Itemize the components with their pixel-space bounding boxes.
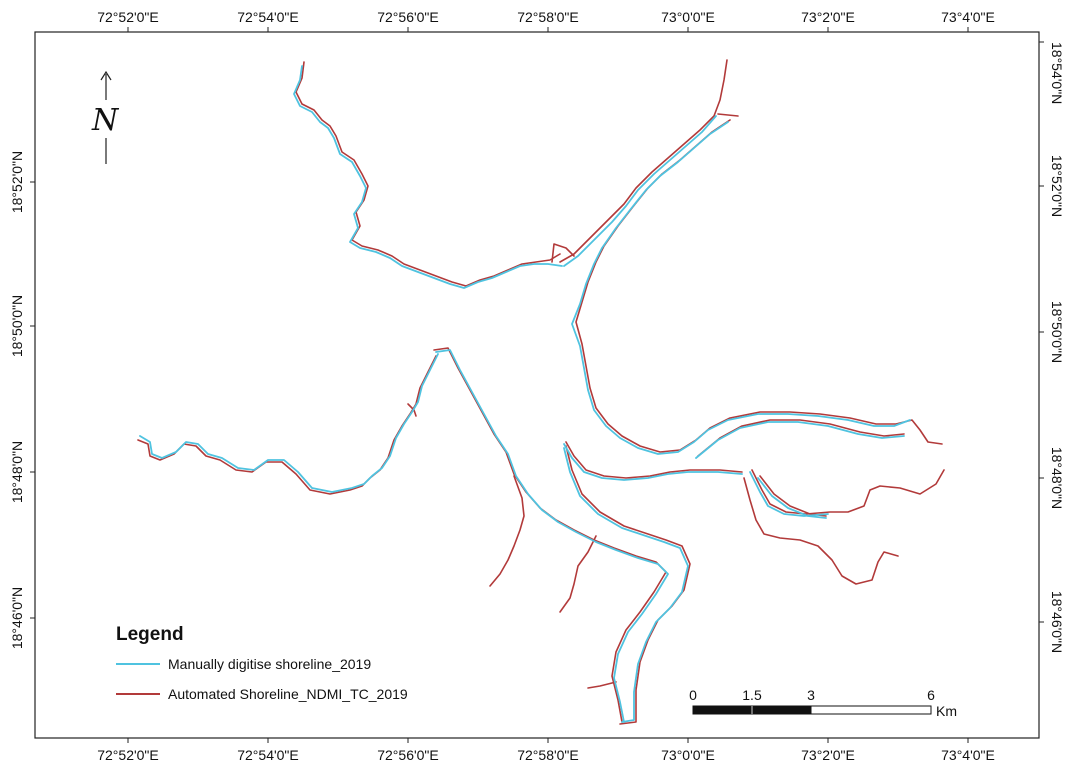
top-tick-label: 73°4'0"E [941,9,995,25]
legend-label-automated: Automated Shoreline_NDMI_TC_2019 [168,686,408,702]
bottom-tick-label: 72°54'0"E [237,747,299,763]
map-frame [34,31,1040,739]
scale-label-1.5: 1.5 [742,687,762,703]
left-tick-label: 18°46'0"N [9,587,25,649]
bottom-tick-label: 72°56'0"E [377,747,439,763]
scale-label-3: 3 [807,687,815,703]
manual-shoreline [139,65,911,723]
bottom-tick-label: 72°58'0"E [517,747,579,763]
right-tick-label: 18°50'0"N [1049,301,1065,363]
right-tick-label: 18°46'0"N [1049,591,1065,653]
top-tick-label: 72°58'0"E [517,9,579,25]
scale-unit: Km [936,703,957,719]
right-tick-label: 18°54'0"N [1049,42,1065,104]
top-longitude-labels: 72°52'0"E 72°54'0"E 72°56'0"E 72°58'0"E … [97,9,995,25]
automated-shoreline [137,59,945,725]
graticule-ticks [30,27,1044,743]
scale-label-0: 0 [689,687,697,703]
right-latitude-labels: 18°54'0"N 18°52'0"N 18°50'0"N 18°48'0"N … [1049,42,1065,653]
left-tick-label: 18°52'0"N [9,151,25,213]
left-tick-label: 18°48'0"N [9,441,25,503]
north-arrow-icon: N [91,70,120,164]
top-tick-label: 73°2'0"E [801,9,855,25]
bottom-tick-label: 73°4'0"E [941,747,995,763]
bottom-tick-label: 73°0'0"E [661,747,715,763]
scale-bar: 0 1.5 3 6 Km [689,687,957,719]
top-tick-label: 73°0'0"E [661,9,715,25]
legend-label-manual: Manually digitise shoreline_2019 [168,656,371,672]
legend: Legend Manually digitise shoreline_2019 … [116,624,408,702]
top-tick-label: 72°52'0"E [97,9,159,25]
top-tick-label: 72°54'0"E [237,9,299,25]
right-tick-label: 18°48'0"N [1049,447,1065,509]
left-tick-label: 18°50'0"N [9,295,25,357]
bottom-longitude-labels: 72°52'0"E 72°54'0"E 72°56'0"E 72°58'0"E … [97,747,995,763]
north-letter: N [91,103,120,138]
bottom-tick-label: 72°52'0"E [97,747,159,763]
right-tick-label: 18°52'0"N [1049,155,1065,217]
scale-label-6: 6 [927,687,935,703]
bottom-tick-label: 73°2'0"E [801,747,855,763]
top-tick-label: 72°56'0"E [377,9,439,25]
left-latitude-labels: 18°52'0"N 18°50'0"N 18°48'0"N 18°46'0"N [9,151,25,649]
legend-title: Legend [116,624,184,645]
